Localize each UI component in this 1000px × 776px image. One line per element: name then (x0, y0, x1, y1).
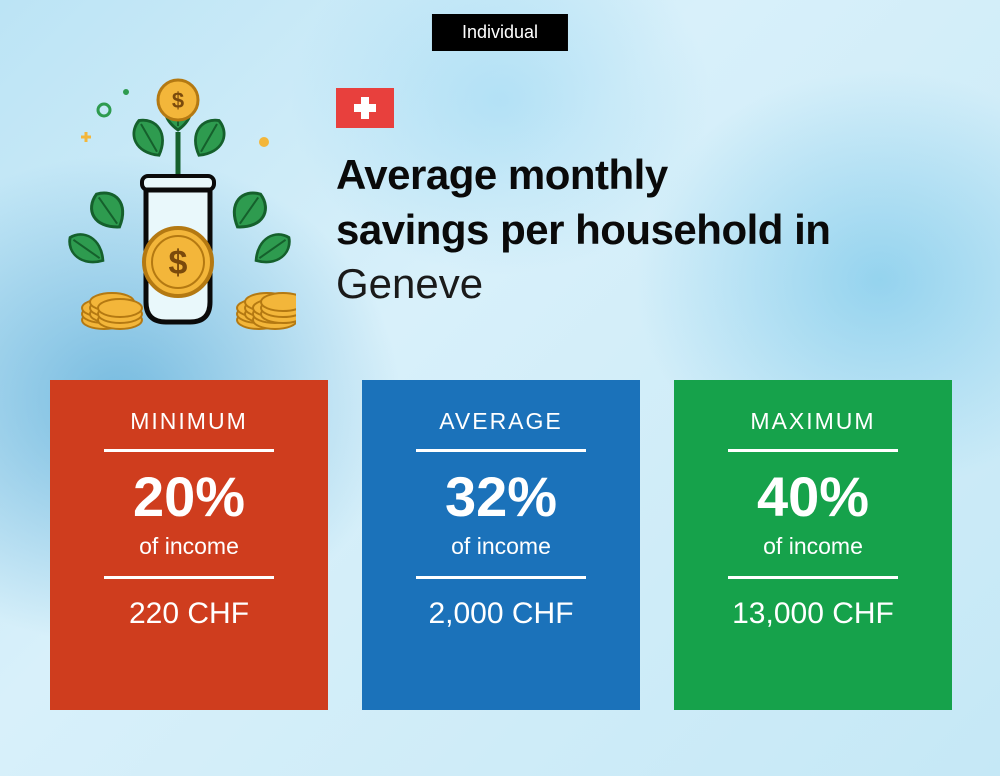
category-badge: Individual (432, 14, 568, 51)
stat-cards-row: MINIMUM 20% of income 220 CHF AVERAGE 32… (50, 380, 952, 710)
card-label: AVERAGE (439, 408, 563, 435)
title-line-2: savings per household in (336, 203, 956, 258)
svg-text:$: $ (172, 88, 184, 113)
savings-illustration: $$ (56, 72, 296, 332)
card-percent: 40% (757, 468, 869, 527)
card-amount: 13,000 CHF (732, 597, 894, 631)
swiss-flag-icon (336, 88, 394, 128)
title-line-1: Average monthly (336, 148, 956, 203)
card-sublabel: of income (451, 533, 551, 560)
card-percent: 20% (133, 468, 245, 527)
card-amount: 2,000 CHF (428, 597, 573, 631)
card-separator (416, 576, 586, 579)
title-block: Average monthly savings per household in… (336, 88, 956, 312)
stat-card-maximum: MAXIMUM 40% of income 13,000 CHF (674, 380, 952, 710)
card-separator (104, 576, 274, 579)
svg-text:$: $ (169, 244, 188, 282)
title-city: Geneve (336, 257, 956, 312)
card-label: MAXIMUM (750, 408, 875, 435)
card-separator (728, 576, 898, 579)
card-separator (416, 449, 586, 452)
card-sublabel: of income (763, 533, 863, 560)
stat-card-minimum: MINIMUM 20% of income 220 CHF (50, 380, 328, 710)
card-separator (728, 449, 898, 452)
card-label: MINIMUM (130, 408, 247, 435)
card-sublabel: of income (139, 533, 239, 560)
card-percent: 32% (445, 468, 557, 527)
card-separator (104, 449, 274, 452)
stat-card-average: AVERAGE 32% of income 2,000 CHF (362, 380, 640, 710)
card-amount: 220 CHF (129, 597, 249, 631)
